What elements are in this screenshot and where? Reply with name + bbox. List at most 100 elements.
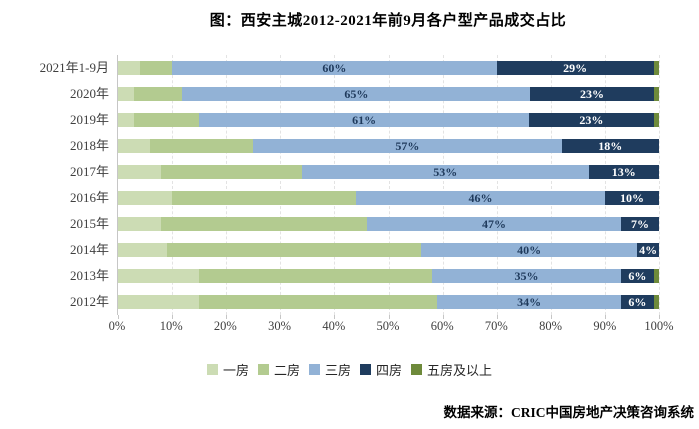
bar-segment-一房 [118, 295, 200, 309]
bar-segment-三房: 60% [172, 61, 497, 75]
segment-value-label: 40% [517, 243, 542, 257]
gridline-90% [604, 55, 606, 315]
tick-50% [388, 315, 390, 319]
gridline-80% [550, 55, 552, 315]
stacked-bar: 35% 6% [118, 269, 659, 283]
tick-60% [442, 315, 444, 319]
chart-row: 2018年 57% 18% [70, 133, 659, 159]
bar-segment-三房: 65% [182, 87, 531, 101]
bar-segment-四房: 4% [637, 243, 659, 257]
y-axis-label: 2013年 [69, 268, 109, 283]
bar-segment-一房 [118, 269, 200, 283]
segment-value-label: 35% [514, 269, 539, 283]
y-axis-label: 2016年 [69, 190, 109, 205]
tick-0% [118, 315, 119, 319]
legend-swatch-icon [206, 363, 218, 375]
segment-value-label: 29% [563, 61, 588, 75]
bar-segment-二房 [199, 269, 432, 283]
y-axis-label: 2015年 [69, 216, 109, 231]
legend-label: 二房 [273, 362, 300, 378]
segment-value-label: 34% [517, 295, 542, 309]
stacked-bar: 47% 7% [118, 217, 659, 231]
bar-segment-二房 [199, 295, 438, 309]
y-axis-label: 2018年 [69, 138, 109, 153]
chart-row: 2013年 35% 6% [70, 263, 659, 289]
chart-row: 2021年1-9月 60% 29% [40, 55, 659, 81]
segment-value-label: 65% [344, 87, 369, 101]
segment-value-label: 23% [580, 87, 605, 101]
bar-segment-二房 [134, 113, 200, 127]
gridline-100% [659, 55, 660, 315]
bar-segment-四房: 6% [621, 295, 654, 309]
bar-segment-一房 [118, 165, 162, 179]
segment-value-label: 53% [433, 165, 458, 179]
tick-10% [172, 315, 174, 319]
segment-value-label: 4% [639, 243, 658, 257]
x-axis: 0% 10% 20% 30% 40% 50% 60% 70% 80% 90% 100% [109, 319, 674, 337]
x-axis-label: 60% [430, 319, 454, 333]
y-axis-label: 2012年 [69, 294, 109, 309]
chart-row: 2014年 40% 4% [70, 237, 659, 263]
chart-row: 2020年 65% 23% [70, 81, 660, 107]
tick-100% [659, 315, 660, 319]
tick-90% [604, 315, 606, 319]
legend-item-三房: 三房 [308, 360, 351, 379]
tick-20% [226, 315, 228, 319]
legend-label: 一房 [222, 362, 249, 378]
segment-value-label: 47% [481, 217, 506, 231]
chart-row: 2017年 53% 13% [70, 159, 659, 185]
bar-segment-五房及以上 [653, 87, 660, 101]
segment-value-label: 23% [579, 113, 604, 127]
source-note: 数据来源：CRIC中国房地产决策咨询系统 [443, 405, 694, 420]
stacked-bar: 65% 23% [118, 87, 660, 101]
segment-value-label: 60% [322, 61, 347, 75]
segment-value-label: 61% [352, 113, 377, 127]
legend-swatch-icon [308, 363, 320, 375]
gridline-40% [334, 55, 336, 315]
bar-segment-五房及以上 [653, 295, 659, 309]
chart-row: 2012年 34% 6% [70, 289, 659, 315]
tick-70% [496, 315, 498, 319]
x-axis-label: 80% [539, 319, 563, 333]
bar-segment-五房及以上 [653, 61, 659, 75]
bar-segment-一房 [118, 191, 173, 205]
chart-row: 2016年 46% 10% [70, 185, 659, 211]
tick-30% [280, 315, 282, 319]
bar-segment-二房 [134, 87, 183, 101]
x-axis-label: 90% [593, 319, 617, 333]
tick-80% [550, 315, 552, 319]
x-axis-label: 10% [159, 319, 183, 333]
legend-label: 四房 [376, 362, 403, 378]
y-axis-label: 2019年 [69, 112, 109, 127]
x-axis-label: 100% [644, 319, 674, 333]
stacked-bar: 57% 18% [118, 139, 659, 153]
bar-segment-三房: 34% [437, 295, 622, 309]
x-axis-label: 70% [484, 319, 508, 333]
legend: 一房 二房 三房 四房 五房及以上 [0, 360, 699, 378]
segment-value-label: 18% [598, 139, 623, 153]
x-axis-label: 20% [213, 319, 237, 333]
gridline-30% [280, 55, 282, 315]
bar-segment-四房: 29% [496, 61, 654, 75]
y-axis-label: 2021年1-9月 [39, 60, 109, 75]
gridline-70% [496, 55, 498, 315]
legend-item-五房及以上: 五房及以上 [411, 360, 492, 379]
bar-segment-二房 [139, 61, 173, 75]
y-axis-label: 2014年 [69, 242, 109, 257]
bar-segment-二房 [161, 217, 367, 231]
bar-segment-三房: 57% [253, 139, 562, 153]
bar-segment-三房: 53% [301, 165, 589, 179]
legend-swatch-icon [257, 363, 269, 375]
legend-item-四房: 四房 [360, 360, 402, 379]
x-axis-label: 0% [108, 319, 126, 333]
bar-segment-二房 [166, 243, 421, 257]
bar-segment-三房: 40% [420, 243, 638, 257]
bar-segment-一房 [118, 139, 151, 153]
bar-segment-四房: 23% [529, 113, 654, 127]
bar-segment-四房: 23% [530, 87, 654, 101]
segment-value-label: 46% [468, 191, 493, 205]
bar-segment-三房: 35% [431, 269, 622, 283]
segment-value-label: 10% [619, 191, 644, 205]
legend-label: 三房 [324, 362, 351, 378]
bar-segment-三房: 46% [356, 191, 605, 205]
